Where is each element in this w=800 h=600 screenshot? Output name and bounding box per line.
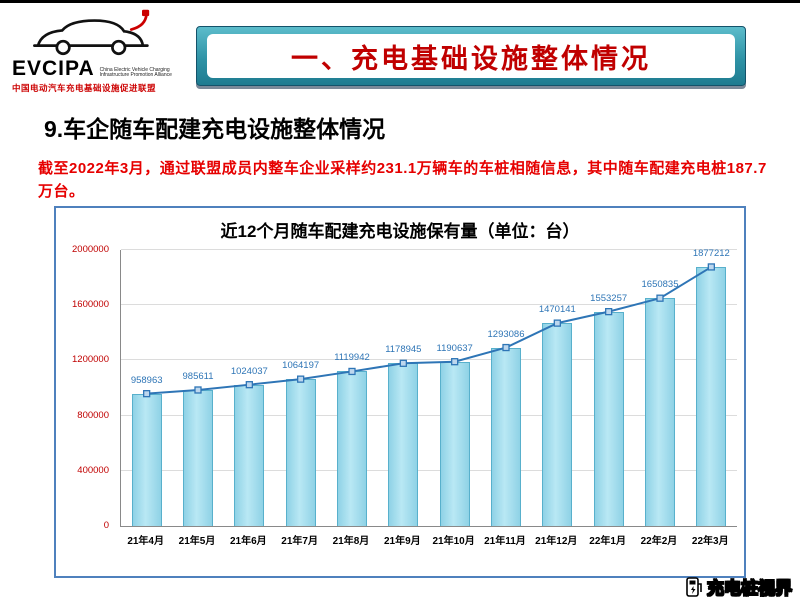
- bar: [491, 347, 521, 526]
- data-label: 1064197: [282, 360, 320, 372]
- y-tick-label: 1200000: [72, 354, 109, 366]
- plot-area: 958963 985611 1024037 1064197 1119942 1178945…: [120, 248, 737, 527]
- x-tick-label: 21年4月: [127, 536, 164, 547]
- data-label: 1119942: [334, 352, 370, 364]
- data-label: 1024037: [230, 365, 268, 377]
- bar: [183, 390, 213, 526]
- data-label: 1553257: [590, 292, 628, 304]
- data-label: 1470141: [538, 304, 576, 316]
- bar: [439, 361, 470, 526]
- bar: [131, 393, 162, 526]
- trend-line: [143, 263, 715, 398]
- title-banner-inner: 一、充电基础设施整体情况: [207, 34, 735, 78]
- gridline: [121, 249, 737, 250]
- logo-subtitle-en: China Electric Vehicle Charging Infrastr…: [99, 66, 172, 79]
- chart-title: 近12个月随车配建充电设施保有量（单位：台）: [220, 222, 580, 241]
- x-axis: 21年4月 21年5月 21年6月 21年7月 21年8月 21年9月 21年10月 21年1…: [120, 532, 736, 547]
- y-tick-label: 0: [103, 520, 109, 531]
- bar: [593, 311, 624, 526]
- chart-container: 近12个月随车配建充电设施保有量（单位：台） 0 400000 800000 1200…: [54, 206, 746, 578]
- x-tick-label: 21年11月: [484, 536, 526, 547]
- title-banner: 一、充电基础设施整体情况: [196, 26, 746, 86]
- data-label: 1293086: [487, 328, 525, 340]
- data-label: 1650835: [641, 279, 679, 291]
- data-label: 1877212: [692, 247, 730, 259]
- gridline: [121, 414, 737, 416]
- bar: [696, 266, 727, 526]
- y-tick-label: 2000000: [72, 244, 109, 255]
- x-tick-label: 22年3月: [691, 536, 729, 547]
- banner-title: 一、充电基础设施整体情况: [291, 43, 651, 74]
- x-tick-label: 21年10月: [432, 536, 475, 547]
- watermark-text: 充电桩视界: [706, 578, 792, 598]
- y-tick-label: 400000: [77, 464, 109, 476]
- bar: [388, 363, 419, 526]
- y-tick-label: 1600000: [72, 299, 109, 311]
- intro-paragraph: 截至2022年3月，通过联盟成员内整车企业采样约231.1万辆车的车桩相随信息，…: [38, 160, 767, 200]
- y-axis: 0 400000 800000 1200000 1600000 2000000: [56, 244, 114, 531]
- data-label: 958963: [130, 374, 163, 386]
- x-tick-label: 21年9月: [383, 536, 421, 547]
- section-title: 9.车企随车配建充电设施整体情况: [44, 116, 386, 142]
- data-label: 1178945: [385, 344, 422, 356]
- charging-pile-icon: [686, 576, 702, 597]
- gridline: [121, 359, 737, 361]
- logo-acronym: EVCIPA: [12, 57, 95, 80]
- data-label: 1190637: [436, 342, 473, 354]
- x-tick-label: 21年12月: [535, 536, 578, 547]
- x-tick-label: 21年7月: [281, 536, 318, 547]
- x-tick-label: 22年2月: [640, 536, 678, 547]
- top-border-line: [0, 0, 800, 3]
- logo-subtitle-cn: 中国电动汽车充电基础设施促进联盟: [12, 83, 157, 93]
- x-tick-label: 21年6月: [229, 536, 267, 547]
- gridline: [121, 469, 737, 471]
- bar: [285, 379, 316, 526]
- bar: [337, 371, 367, 526]
- data-label: 985611: [182, 371, 214, 382]
- gridline: [121, 304, 737, 306]
- x-tick-label: 22年1月: [589, 536, 626, 547]
- x-tick-label: 21年5月: [178, 536, 216, 547]
- y-tick-label: 800000: [77, 409, 109, 421]
- watermark: 充电桩视界: [685, 574, 793, 599]
- evcipa-logo: EVCIPA China Electric Vehicle Charging I…: [12, 8, 192, 94]
- bar: [542, 323, 573, 526]
- car-charging-icon: [33, 9, 150, 56]
- bar: [645, 298, 675, 526]
- x-tick-label: 21年8月: [332, 536, 370, 547]
